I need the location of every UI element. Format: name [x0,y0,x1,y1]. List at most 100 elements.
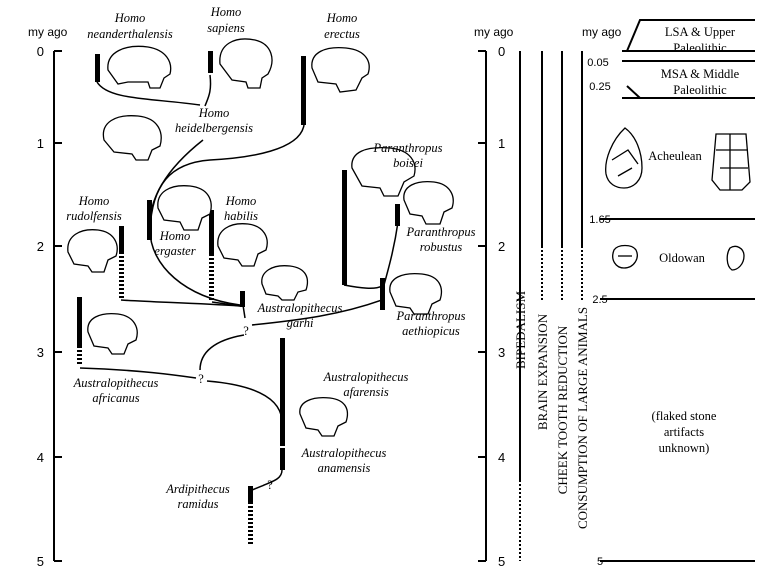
skull-robustus-icon [403,180,454,225]
range-bar-ramidus [248,486,253,504]
branch-anamensis-ramidus [251,469,283,491]
skull-heidelbergensis-icon [102,115,162,161]
label-boisei-genus: Paranthropus [373,141,443,155]
skull-illustrations [67,38,454,437]
label-heidelbergensis-genus: Homo [198,106,230,120]
range-bar-aethiopicus [380,278,385,310]
branch-to-africanus-node [199,334,245,371]
left-tick-4: 4 [37,450,44,465]
unknown-node-marker-1: ? [243,324,249,338]
right-tick-0-05: 0.05 [587,57,608,69]
left-tick-3: 3 [37,345,44,360]
label-habilis-species: habilis [224,209,258,223]
stone-tool-illustrations [605,127,751,271]
branch-boisei-aethiopicus [343,284,383,289]
oldowan-flake-icon [726,245,745,271]
mid-tick-2: 2 [498,239,505,254]
branch-ergaster-base [149,229,241,306]
trait-ranges [519,51,583,561]
range-bar-sapiens [208,51,213,73]
skull-ergaster-icon [157,185,212,231]
branch-erectus-ergaster [149,124,305,231]
range-bar-africanus [77,297,82,348]
label-rudolfensis-species: rudolfensis [66,209,122,223]
trait-label-brain-expansion: BRAIN EXPANSION [535,313,550,430]
label-erectus-species: erectus [324,27,360,41]
range-bar-habilis [209,210,214,256]
label-ramidus-species: ramidus [178,497,219,511]
cleaver-icon [711,133,751,191]
phylogeny-branches [79,74,399,491]
label-robustus-species: robustus [420,240,463,254]
species-range-bars [77,51,400,504]
label-garhi-species: garhi [287,316,314,330]
skull-neanderthalensis-icon [107,45,172,89]
skull-erectus-icon [311,46,370,93]
left-tick-2: 2 [37,239,44,254]
right-tick-1-65: 1.65 [589,214,610,226]
right-tick-5: 5 [597,556,603,568]
mid-tick-4: 4 [498,450,505,465]
label-neanderthalensis-species: neanderthalensis [87,27,173,41]
left-time-axis [53,50,62,562]
label-boisei-species: boisei [393,156,423,170]
trait-label-cheek-tooth-reduction: CHEEK TOOTH REDUCTION [555,325,570,494]
trait-label-large-animals: CONSUMPTION OF LARGE ANIMALS [575,307,590,529]
industry-unknown-line3: unknown) [659,441,710,455]
mid-tick-1: 1 [498,136,505,151]
branch-to-aethiopicus [251,299,383,326]
industry-msa-line2: Paleolithic [673,83,727,97]
range-bar-boisei [342,170,347,285]
label-anamensis-genus: Australopithecus [301,446,387,460]
branch-habilis-base [211,301,241,307]
handaxe-teardrop-icon [605,127,643,189]
industry-acheulean: Acheulean [648,149,702,163]
label-ergaster-genus: Homo [159,229,191,243]
left-axis-header: my ago [28,25,68,39]
oldowan-core-icon [612,244,638,269]
left-tick-1: 1 [37,136,44,151]
skull-habilis-icon [217,223,268,267]
right-tick-2-5: 2.5 [592,294,607,306]
label-afarensis-genus: Australopithecus [323,370,409,384]
right-axis-header: my ago [582,25,622,39]
label-habilis-genus: Homo [225,194,257,208]
range-bar-garhi [240,291,245,307]
industry-lsa-line1: LSA & Upper [665,25,736,39]
industry-msa-line1: MSA & Middle [661,67,740,81]
unknown-node-marker-3: ? [267,478,273,492]
trait-label-bipedalism: BIPEDALISM [513,291,528,369]
mid-tick-0: 0 [498,44,505,59]
branch-sapiens-heidelbergensis [204,74,212,107]
skull-rudolfensis-icon [67,229,118,273]
label-ramidus-genus: Ardipithecus [165,482,230,496]
industry-unknown-line2: artifacts [664,425,704,439]
industry-boundaries [600,19,755,562]
label-robustus-genus: Paranthropus [406,225,476,239]
label-rudolfensis-genus: Homo [78,194,110,208]
left-tick-5: 5 [37,554,44,569]
branch-neanderthal-heidelbergensis [96,81,201,106]
skull-boisei-icon [351,146,416,197]
label-anamensis-species: anamensis [318,461,371,475]
skull-afarensis-icon [299,396,349,437]
mid-axis-header: my ago [474,25,514,39]
branch-garhi-base [242,304,246,319]
branch-rudolfensis-base [120,299,241,307]
label-africanus-genus: Australopithecus [73,376,159,390]
branch-africanus-node [79,367,197,379]
industry-lsa-line2: Paleolithic [673,41,727,55]
right-tick-0-25: 0.25 [589,81,610,93]
left-tick-0: 0 [37,44,44,59]
range-bar-ergaster [147,200,152,240]
label-afarensis-species: afarensis [343,385,389,399]
mid-tick-3: 3 [498,345,505,360]
industry-unknown-line1: (flaked stone [652,409,717,423]
range-bar-neanderthalensis [95,54,100,82]
branch-afarensis-node [206,380,283,421]
species-uncertain-ranges [77,256,253,546]
range-bar-robustus [395,204,400,226]
skull-aethiopicus-icon [389,272,443,315]
